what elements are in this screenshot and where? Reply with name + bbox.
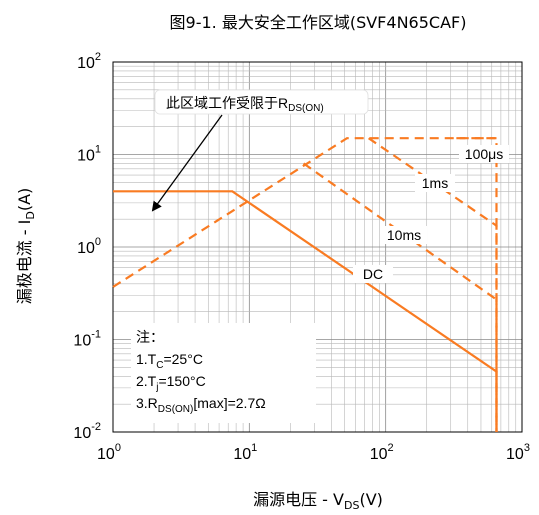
y-tick-label: 102 [77, 51, 101, 72]
y-tick-label: 100 [77, 236, 101, 257]
x-tick-label: 101 [233, 442, 257, 463]
series-10ms-line [302, 162, 498, 432]
rdson-label: 此区域工作受限于RDS(ON) [166, 95, 324, 114]
y-tick-label: 10-1 [73, 329, 101, 350]
notes-box [131, 323, 316, 423]
y-tick-label: 101 [77, 144, 101, 165]
plot-frame [112, 61, 523, 433]
label-10ms-bg [381, 226, 427, 244]
chart-title: 图9-1. 最大安全工作区域(SVF4N65CAF) [170, 13, 467, 32]
x-axis-label: 漏源电压 - VDS(V) [253, 490, 383, 512]
label-100us-bg [459, 145, 509, 163]
x-tick-label: 103 [506, 442, 530, 463]
x-tick-labels: 100 101 102 103 [97, 442, 530, 463]
x-tick-label: 100 [97, 442, 121, 463]
y-tick-label: 10-2 [73, 421, 101, 442]
notes-header: 注： [136, 330, 164, 346]
notes-line-2: 2.Tj=150°C [136, 373, 206, 393]
label-dc-bg [353, 265, 393, 283]
notes-line-3: 3.RDS(ON)[max]=2.7Ω [136, 395, 266, 415]
rdson-arrow [151, 114, 223, 212]
label-1ms: 1ms [422, 175, 448, 191]
label-1ms-bg [415, 174, 455, 192]
y-axis-label: 漏极电流 - ID(A) [15, 188, 37, 305]
y-tick-labels: 10-2 10-1 100 101 102 [73, 51, 101, 442]
rdson-label-box [154, 89, 369, 115]
series-rdson-limit-line [112, 137, 497, 288]
x-tick-label: 102 [370, 442, 394, 463]
label-100us: 100μs [465, 146, 503, 162]
notes-line-1: 1.TC=25°C [136, 351, 203, 371]
label-dc: DC [363, 266, 383, 282]
label-10ms: 10ms [387, 227, 421, 243]
